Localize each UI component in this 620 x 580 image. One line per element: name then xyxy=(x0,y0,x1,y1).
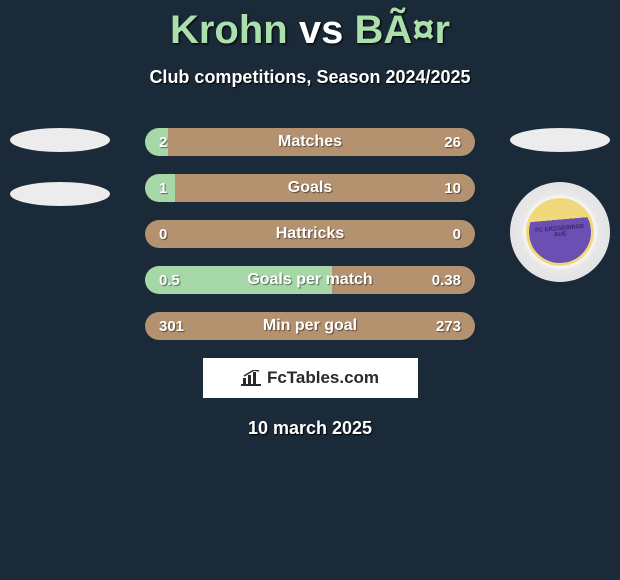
stat-row: 2Matches26 xyxy=(145,128,475,156)
stat-label: Hattricks xyxy=(145,225,475,243)
stat-row: 0Hattricks0 xyxy=(145,220,475,248)
player1-name: Krohn xyxy=(170,8,288,52)
stat-row: 0.5Goals per match0.38 xyxy=(145,266,475,294)
chart-icon xyxy=(241,370,261,386)
stat-value-right: 0.38 xyxy=(432,272,461,289)
stat-value-right: 273 xyxy=(436,318,461,335)
date: 10 march 2025 xyxy=(0,418,620,439)
stat-value-right: 10 xyxy=(444,180,461,197)
stat-label: Goals per match xyxy=(145,271,475,289)
stats-area: FC ERZGEBIRGE AUE 2Matches26 1Goals10 0Hat… xyxy=(0,128,620,340)
stat-row: 1Goals10 xyxy=(145,174,475,202)
stat-label: Matches xyxy=(145,133,475,151)
stat-value-right: 0 xyxy=(453,226,461,243)
stat-bars: 2Matches26 1Goals10 0Hattricks0 0.5Goals pe… xyxy=(145,128,475,340)
stat-label: Min per goal xyxy=(145,317,475,335)
club-badge-icon: FC ERZGEBIRGE AUE xyxy=(510,182,610,282)
placeholder-logo-icon xyxy=(510,128,610,152)
site-name: FcTables.com xyxy=(267,368,379,388)
left-player-badges xyxy=(10,128,110,236)
stat-row: 301Min per goal273 xyxy=(145,312,475,340)
stat-label: Goals xyxy=(145,179,475,197)
site-badge: FcTables.com xyxy=(203,358,418,398)
comparison-title: Krohn vs BÃ¤r xyxy=(0,0,620,53)
subtitle: Club competitions, Season 2024/2025 xyxy=(0,67,620,88)
player2-name: BÃ¤r xyxy=(354,8,450,52)
stat-value-right: 26 xyxy=(444,134,461,151)
placeholder-logo-icon xyxy=(10,128,110,152)
club-badge-text: FC ERZGEBIRGE AUE xyxy=(529,223,592,240)
vs-text: vs xyxy=(299,8,344,52)
right-player-badges: FC ERZGEBIRGE AUE xyxy=(510,128,610,282)
club-badge-inner-icon: FC ERZGEBIRGE AUE xyxy=(523,195,597,269)
placeholder-logo-icon xyxy=(10,182,110,206)
